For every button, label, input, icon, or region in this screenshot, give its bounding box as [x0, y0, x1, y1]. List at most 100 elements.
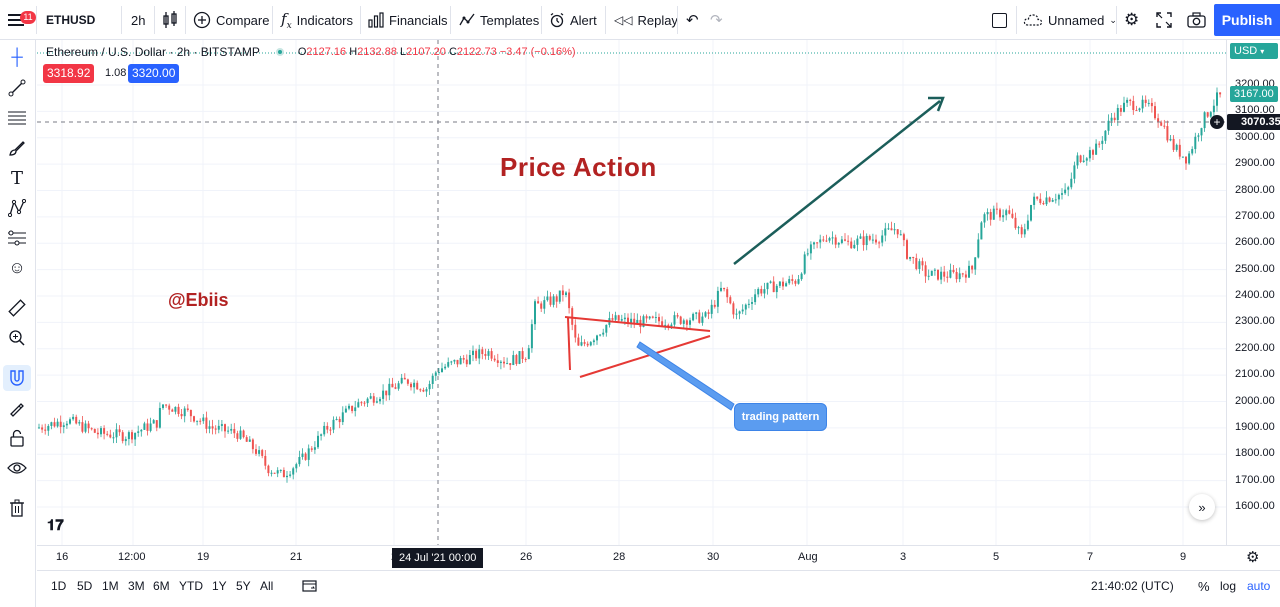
emoji-tool[interactable]: ☺ — [3, 255, 31, 281]
candle-body — [406, 379, 409, 384]
layout-toggle-button[interactable] — [992, 0, 1007, 40]
candle-body — [794, 280, 797, 284]
candle-body — [723, 287, 726, 290]
candle-body — [1185, 156, 1187, 164]
menu-button[interactable]: 11 — [4, 6, 36, 34]
sell-button[interactable]: 3318.92 — [43, 64, 95, 83]
candle-body — [844, 239, 846, 241]
replay-button[interactable]: ◁◁ Replay — [614, 0, 678, 40]
trendline-tool[interactable] — [3, 75, 31, 101]
candle-body — [1017, 227, 1020, 229]
candle-body — [968, 265, 970, 278]
range-button[interactable]: 5D — [77, 579, 93, 593]
percent-toggle[interactable]: % — [1198, 579, 1210, 594]
candle-body — [332, 419, 335, 430]
fullscreen-button[interactable] — [1156, 0, 1172, 40]
candle-body — [530, 324, 533, 349]
trash-tool[interactable] — [3, 495, 31, 521]
fib-tool[interactable] — [3, 105, 31, 131]
candle-body — [896, 229, 899, 235]
magnet-tool[interactable] — [3, 365, 31, 391]
ruler-tool[interactable] — [3, 295, 31, 321]
candle-body — [317, 435, 319, 448]
candle-body — [137, 431, 140, 433]
goto-date-button[interactable] — [302, 579, 318, 596]
hide-tool[interactable] — [3, 455, 31, 481]
price-scale[interactable]: USD ▾ 3200.00 3100.00 3000.00 2900.00 2800.0… — [1226, 40, 1280, 545]
candle-body — [1057, 194, 1060, 200]
candle-body — [1113, 117, 1116, 121]
zoom-tool[interactable] — [3, 325, 31, 351]
auto-toggle[interactable]: auto — [1247, 579, 1271, 593]
brush-tool[interactable] — [3, 135, 31, 161]
settings-button[interactable]: ⚙ — [1124, 0, 1139, 40]
interval-button[interactable]: 2h — [131, 12, 146, 28]
time-tick-label: 21 — [290, 551, 303, 563]
candle-body — [875, 239, 877, 243]
candle-body — [654, 317, 657, 319]
annotation-price-action[interactable]: Price Action — [500, 152, 657, 182]
currency-label[interactable]: USD ▾ — [1230, 43, 1278, 59]
text-tool[interactable]: T — [3, 165, 31, 191]
candle-body — [400, 377, 403, 384]
candle-body — [949, 269, 952, 278]
lock-tool[interactable] — [3, 425, 31, 451]
range-button[interactable]: 5Y — [236, 579, 251, 593]
compare-button[interactable]: Compare — [193, 0, 269, 40]
financials-button[interactable]: Financials — [368, 0, 448, 40]
crosshair-tool[interactable]: ┼ — [3, 45, 31, 71]
alert-button[interactable]: Alert — [549, 0, 597, 40]
redo-button[interactable]: ↷ — [710, 0, 723, 40]
price-tick-label: 1900.00 — [1235, 420, 1275, 433]
range-button[interactable]: 6M — [153, 579, 170, 593]
layout-name-button[interactable]: Unnamed ⌄ — [1023, 0, 1117, 40]
candle-body — [100, 428, 102, 435]
axis-settings-button[interactable]: ⚙ — [1246, 548, 1259, 566]
log-toggle[interactable]: log — [1220, 579, 1237, 593]
snapshot-button[interactable] — [1187, 0, 1206, 40]
range-button[interactable]: 3M — [128, 579, 145, 593]
range-button[interactable]: All — [260, 579, 274, 593]
candle-body — [549, 296, 552, 305]
prediction-tool[interactable] — [3, 225, 31, 251]
notification-badge: 11 — [20, 11, 36, 24]
candle-body — [196, 420, 199, 422]
candle-body — [366, 398, 369, 404]
candle-body — [698, 312, 701, 323]
lock-drawing-tool[interactable] — [3, 395, 31, 421]
utc-clock[interactable]: 21:40:02 (UTC) — [1091, 579, 1174, 593]
chart-type-button[interactable] — [162, 0, 178, 40]
price-chart[interactable] — [37, 40, 1226, 545]
range-button[interactable]: 1D — [51, 579, 67, 593]
publish-button[interactable]: Publish — [1214, 4, 1280, 36]
annotation-callout[interactable]: trading pattern — [734, 403, 827, 431]
undo-button[interactable]: ↶ — [686, 0, 699, 40]
price-tick-label: 2600.00 — [1235, 236, 1275, 249]
annotation-username[interactable]: @Ebiis — [168, 290, 229, 310]
indicators-button[interactable]: fx Indicators — [281, 0, 353, 40]
scroll-to-realtime-button[interactable]: » — [1189, 494, 1215, 520]
candle-body — [431, 375, 434, 384]
fx-icon: fx — [281, 9, 292, 31]
candle-body — [1008, 210, 1011, 214]
candle-body — [189, 409, 192, 417]
candle-body — [419, 389, 422, 391]
range-button[interactable]: YTD — [179, 579, 203, 593]
candle-body — [87, 423, 90, 429]
price-tick-label: 1800.00 — [1235, 447, 1275, 460]
tradingview-logo-icon[interactable]: 𝟏𝟕 — [47, 517, 64, 534]
candle-body — [468, 355, 471, 365]
templates-button[interactable]: Templates — [459, 0, 539, 40]
add-plus-icon[interactable]: + — [1210, 115, 1224, 129]
candle-body — [623, 317, 626, 320]
pattern-tool[interactable] — [3, 195, 31, 221]
symbol-search[interactable]: ETHUSD — [46, 13, 96, 27]
candle-body — [642, 316, 645, 327]
candle-body — [205, 417, 208, 429]
buy-button[interactable]: 3320.00 — [128, 64, 180, 83]
candle-body — [121, 432, 124, 442]
range-button[interactable]: 1M — [102, 579, 119, 593]
chart-legend[interactable]: Ethereum / U.S. Dollar · 2h · BITSTAMP O… — [46, 44, 576, 60]
range-button[interactable]: 1Y — [212, 579, 227, 593]
